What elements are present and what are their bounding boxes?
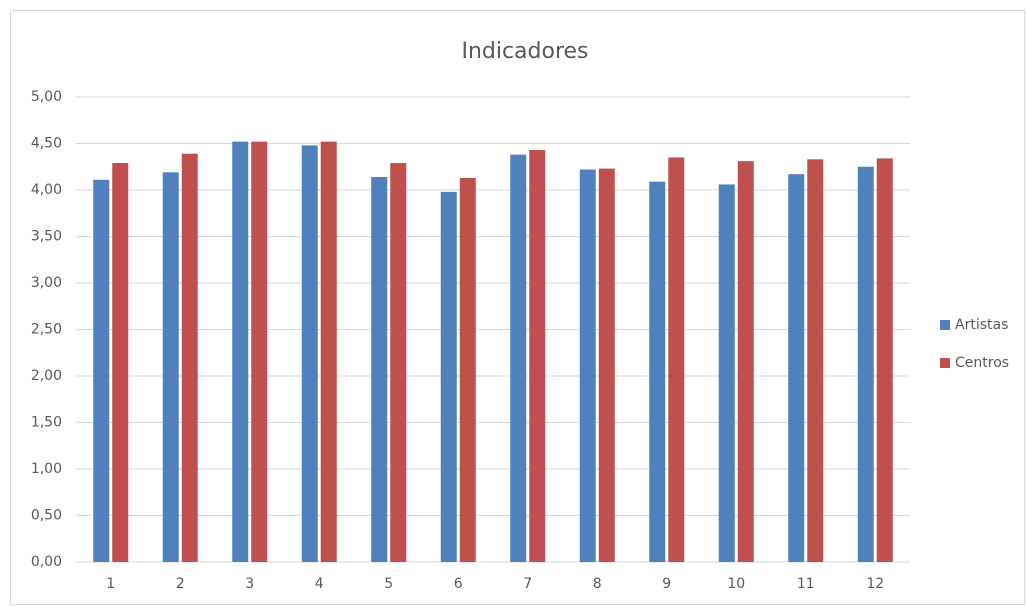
x-tick-label: 7 [523, 576, 532, 592]
legend-swatch [940, 358, 950, 368]
bar [807, 159, 824, 562]
bar [181, 153, 198, 563]
bar [301, 145, 318, 563]
x-tick-label: 4 [315, 576, 324, 592]
y-tick-label: 5,00 [31, 89, 62, 105]
x-tick-label: 12 [866, 576, 884, 592]
bar [440, 191, 457, 563]
y-tick-label: 2,00 [31, 368, 62, 384]
x-tick-label: 8 [593, 576, 602, 592]
y-tick-label: 4,50 [31, 136, 62, 152]
x-tick-label: 5 [384, 576, 393, 592]
bar [112, 163, 129, 562]
y-tick-label: 1,00 [31, 461, 62, 477]
bar [529, 150, 546, 562]
bar [718, 184, 735, 563]
bar [579, 169, 596, 563]
x-tick-label: 10 [727, 576, 745, 592]
x-tick-label: 3 [245, 576, 254, 592]
x-tick-label: 6 [454, 576, 463, 592]
bar [857, 166, 874, 562]
bar [251, 141, 268, 562]
y-tick-label: 0,50 [31, 508, 62, 524]
bar [93, 179, 110, 562]
bar [510, 154, 527, 562]
x-tick-label: 2 [176, 576, 185, 592]
legend-label: Artistas [955, 317, 1008, 333]
legend-swatch [940, 320, 950, 330]
x-tick-label: 1 [106, 576, 115, 592]
chart-title: Indicadores [461, 39, 588, 64]
bar [371, 176, 388, 563]
bar [598, 168, 615, 563]
bar [876, 158, 893, 562]
bar [737, 161, 754, 563]
y-tick-label: 3,50 [31, 229, 62, 245]
bar [320, 141, 337, 562]
x-tick-label: 9 [662, 576, 671, 592]
bar [788, 174, 805, 562]
y-tick-label: 2,50 [31, 322, 62, 338]
legend-label: Centros [955, 355, 1009, 371]
bar [162, 172, 179, 562]
bar [232, 141, 249, 562]
bar [668, 157, 685, 562]
x-tick-label: 11 [797, 576, 815, 592]
bar [390, 163, 407, 562]
y-tick-label: 1,50 [31, 415, 62, 431]
bar [459, 177, 476, 562]
y-tick-label: 0,00 [31, 554, 62, 570]
y-tick-label: 3,00 [31, 275, 62, 291]
bar [649, 181, 666, 562]
y-tick-label: 4,00 [31, 182, 62, 198]
